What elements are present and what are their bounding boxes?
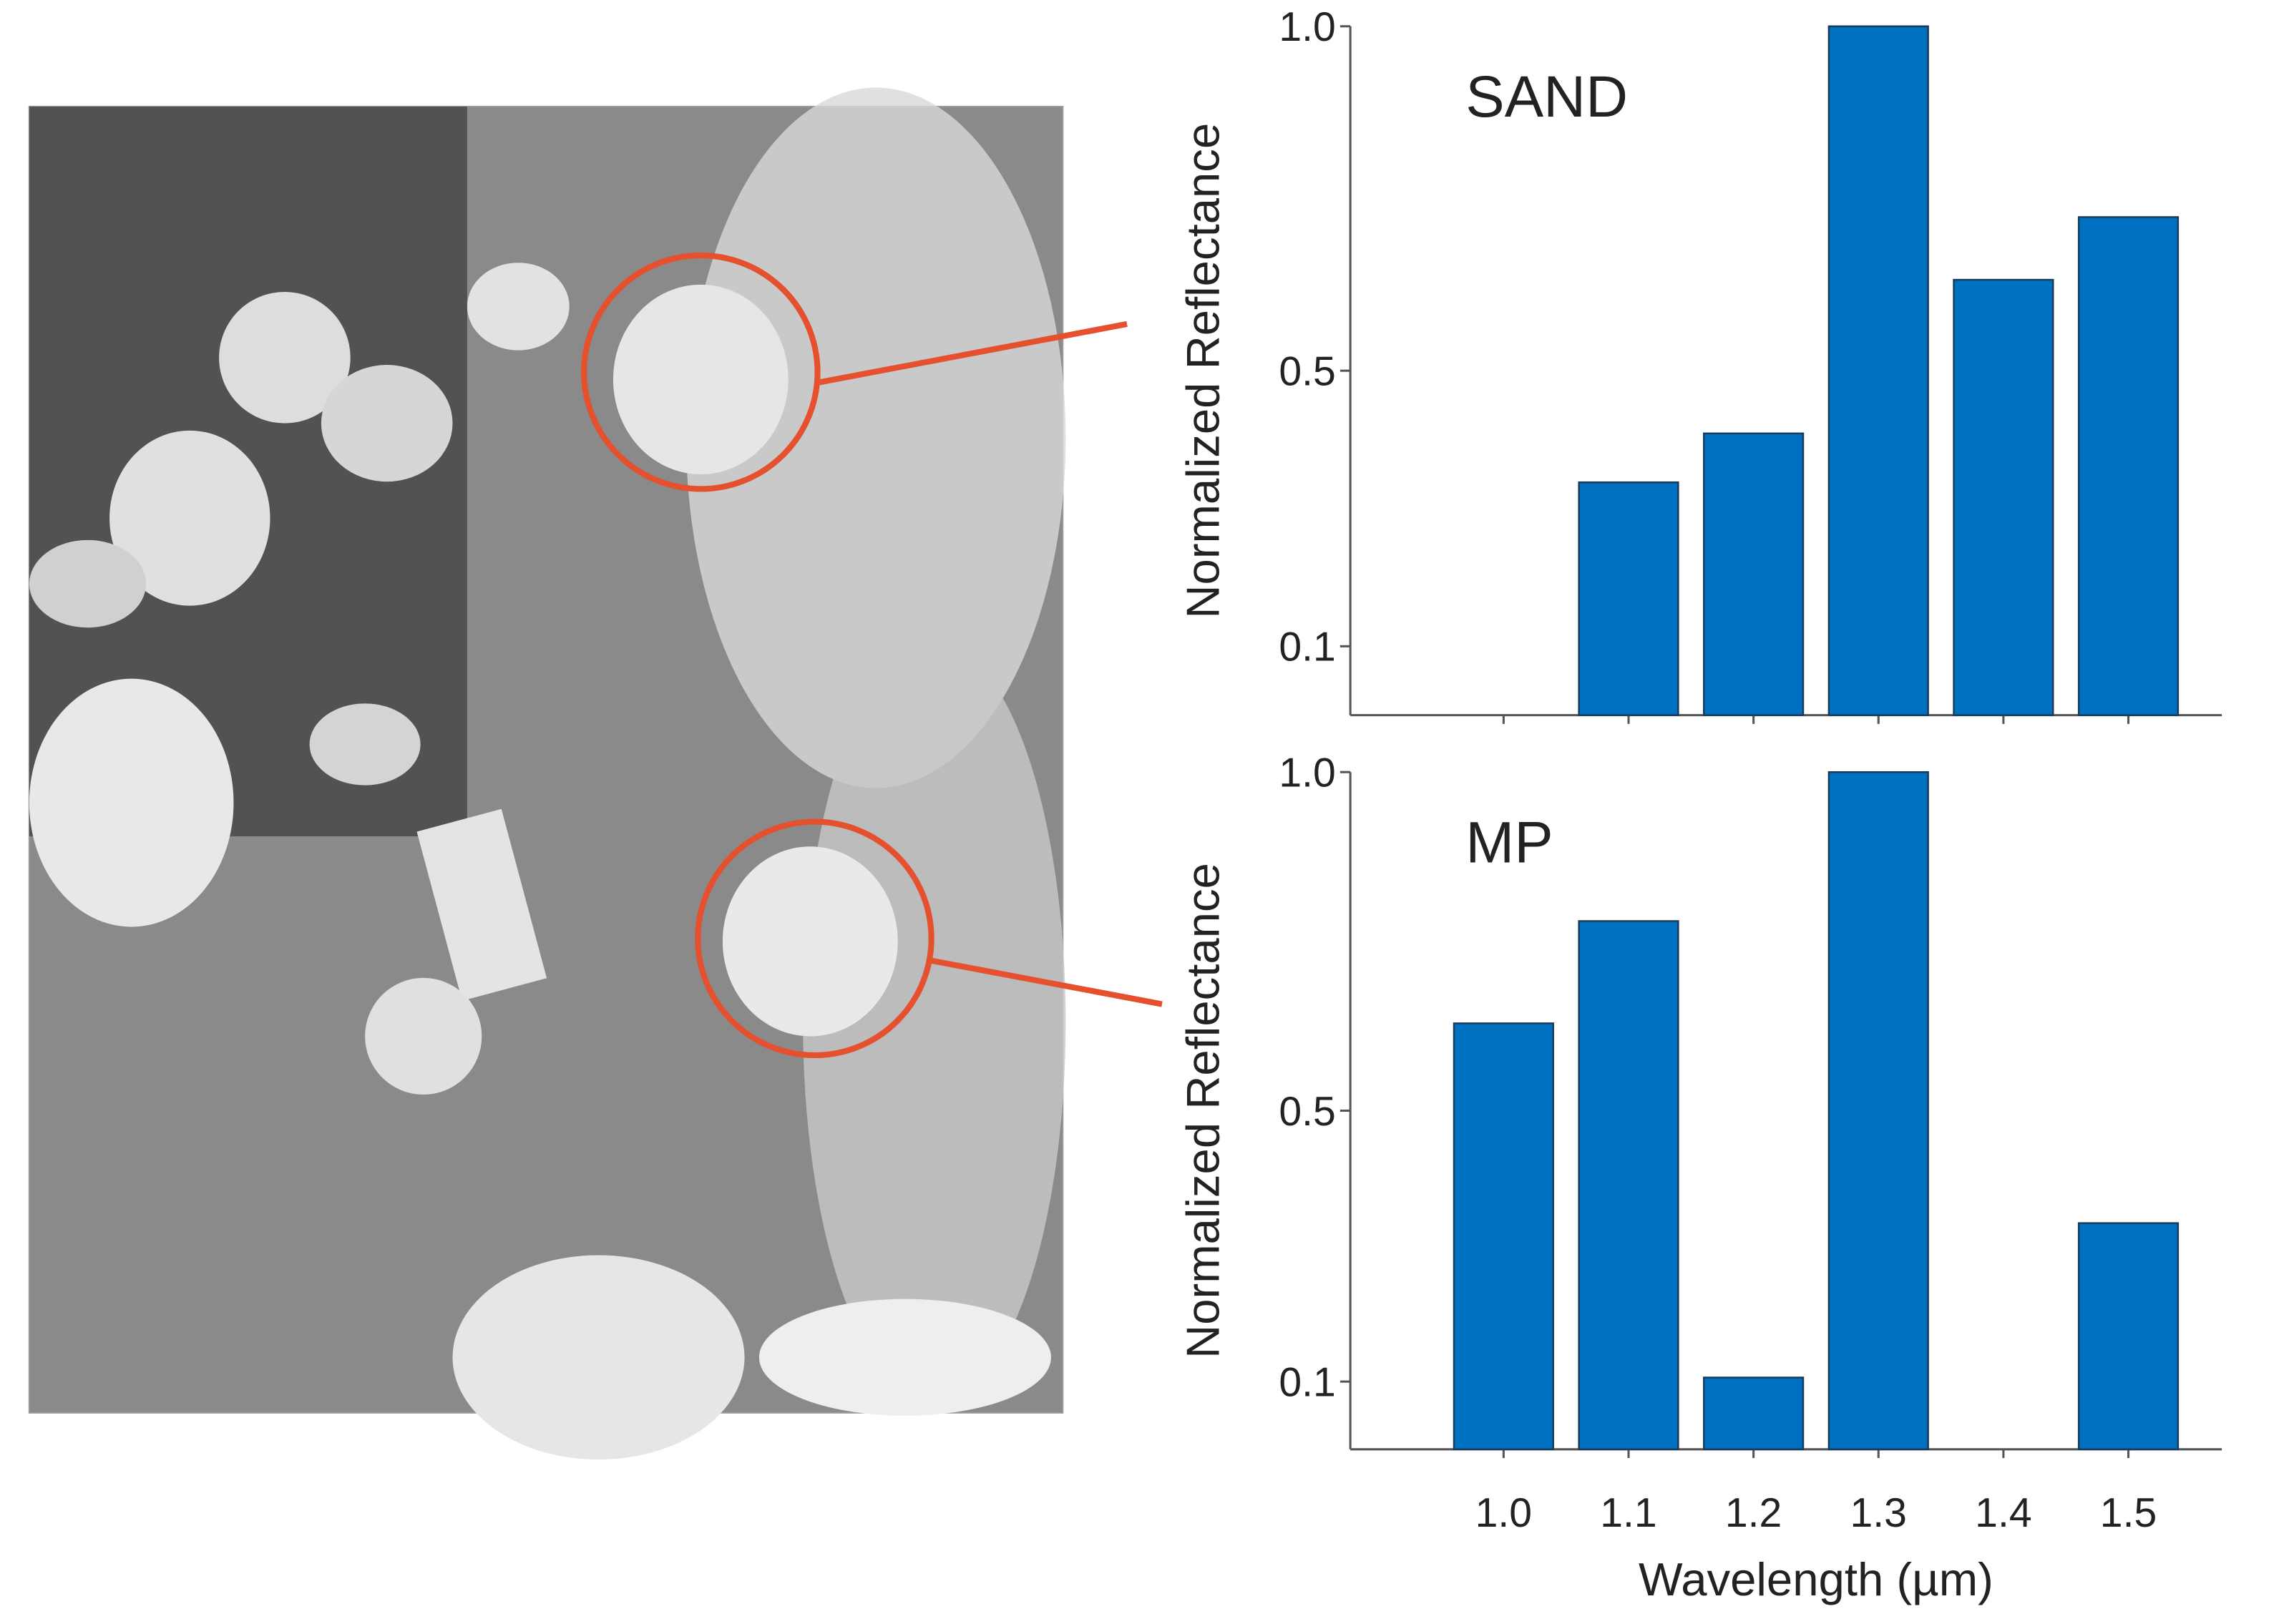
particle bbox=[612, 284, 789, 475]
particle bbox=[452, 1255, 745, 1460]
bar bbox=[1703, 1376, 1805, 1451]
y-axis-title: Normalized Reflectance bbox=[1177, 123, 1229, 619]
x-tick-label: 1.1 bbox=[1600, 1490, 1656, 1536]
photo-region bbox=[685, 87, 1066, 788]
particle bbox=[29, 678, 234, 927]
bar bbox=[1703, 432, 1805, 716]
highlight-circle bbox=[695, 818, 934, 1059]
x-axis-title: Wavelength (µm) bbox=[1639, 1553, 1993, 1605]
x-tick-label: 1.2 bbox=[1725, 1490, 1782, 1536]
particle bbox=[758, 1298, 1051, 1416]
bar bbox=[2077, 1222, 2180, 1451]
bar bbox=[1827, 771, 1929, 1451]
y-tick-label: 1.0 bbox=[1279, 4, 1335, 50]
y-tick-label: 0.1 bbox=[1279, 625, 1335, 670]
x-tick-label: 1.4 bbox=[1975, 1490, 2031, 1536]
particle bbox=[219, 292, 351, 424]
y-tick-label: 0.5 bbox=[1279, 349, 1335, 395]
bar bbox=[1578, 481, 1679, 716]
bar bbox=[1578, 920, 1679, 1451]
bar bbox=[1953, 278, 2054, 716]
particle bbox=[467, 263, 570, 351]
particle bbox=[29, 539, 147, 628]
particle bbox=[109, 430, 270, 606]
particle bbox=[722, 846, 898, 1037]
micrograph bbox=[28, 87, 1163, 1460]
highlight-circle bbox=[581, 252, 821, 492]
bar bbox=[2077, 216, 2180, 716]
bar bbox=[1827, 25, 1929, 716]
y-axis-title: Normalized Reflectance bbox=[1177, 863, 1229, 1359]
connector-line bbox=[818, 321, 1128, 386]
y-tick-label: 1.0 bbox=[1279, 750, 1335, 796]
particle bbox=[309, 703, 421, 786]
bar bbox=[1453, 1022, 1554, 1451]
connector-line bbox=[929, 957, 1163, 1007]
particle bbox=[365, 977, 482, 1095]
x-tick-label: 1.0 bbox=[1475, 1490, 1532, 1536]
x-tick-label: 1.3 bbox=[1850, 1490, 1907, 1536]
y-tick-label: 0.1 bbox=[1279, 1360, 1335, 1406]
x-tick-label: 1.5 bbox=[2100, 1490, 2157, 1536]
particle bbox=[321, 365, 453, 482]
annotation: SAND bbox=[1465, 64, 1628, 129]
y-tick-label: 0.5 bbox=[1279, 1089, 1335, 1135]
annotation: MP bbox=[1465, 811, 1553, 876]
